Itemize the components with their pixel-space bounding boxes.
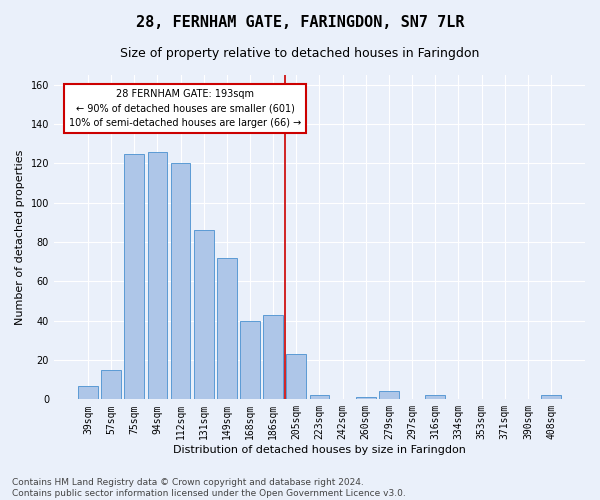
Bar (240, 320, 260, 400)
Bar (263, 315, 283, 400)
Text: 28, FERNHAM GATE, FARINGDON, SN7 7LR: 28, FERNHAM GATE, FARINGDON, SN7 7LR (136, 15, 464, 30)
Bar (101, 370, 121, 400)
Bar (541, 396, 561, 400)
X-axis label: Distribution of detached houses by size in Faringdon: Distribution of detached houses by size … (173, 445, 466, 455)
Bar (78, 386, 98, 400)
Text: 28 FERNHAM GATE: 193sqm
← 90% of detached houses are smaller (601)
10% of semi-d: 28 FERNHAM GATE: 193sqm ← 90% of detache… (69, 89, 301, 128)
Bar (356, 398, 376, 400)
Bar (194, 230, 214, 400)
Text: Size of property relative to detached houses in Faringdon: Size of property relative to detached ho… (121, 48, 479, 60)
Bar (286, 354, 306, 400)
Bar (217, 258, 236, 400)
Bar (148, 152, 167, 400)
Text: Contains HM Land Registry data © Crown copyright and database right 2024.
Contai: Contains HM Land Registry data © Crown c… (12, 478, 406, 498)
Bar (379, 392, 399, 400)
Bar (425, 396, 445, 400)
Bar (170, 164, 190, 400)
Bar (124, 154, 144, 400)
Bar (310, 396, 329, 400)
Y-axis label: Number of detached properties: Number of detached properties (15, 150, 25, 325)
